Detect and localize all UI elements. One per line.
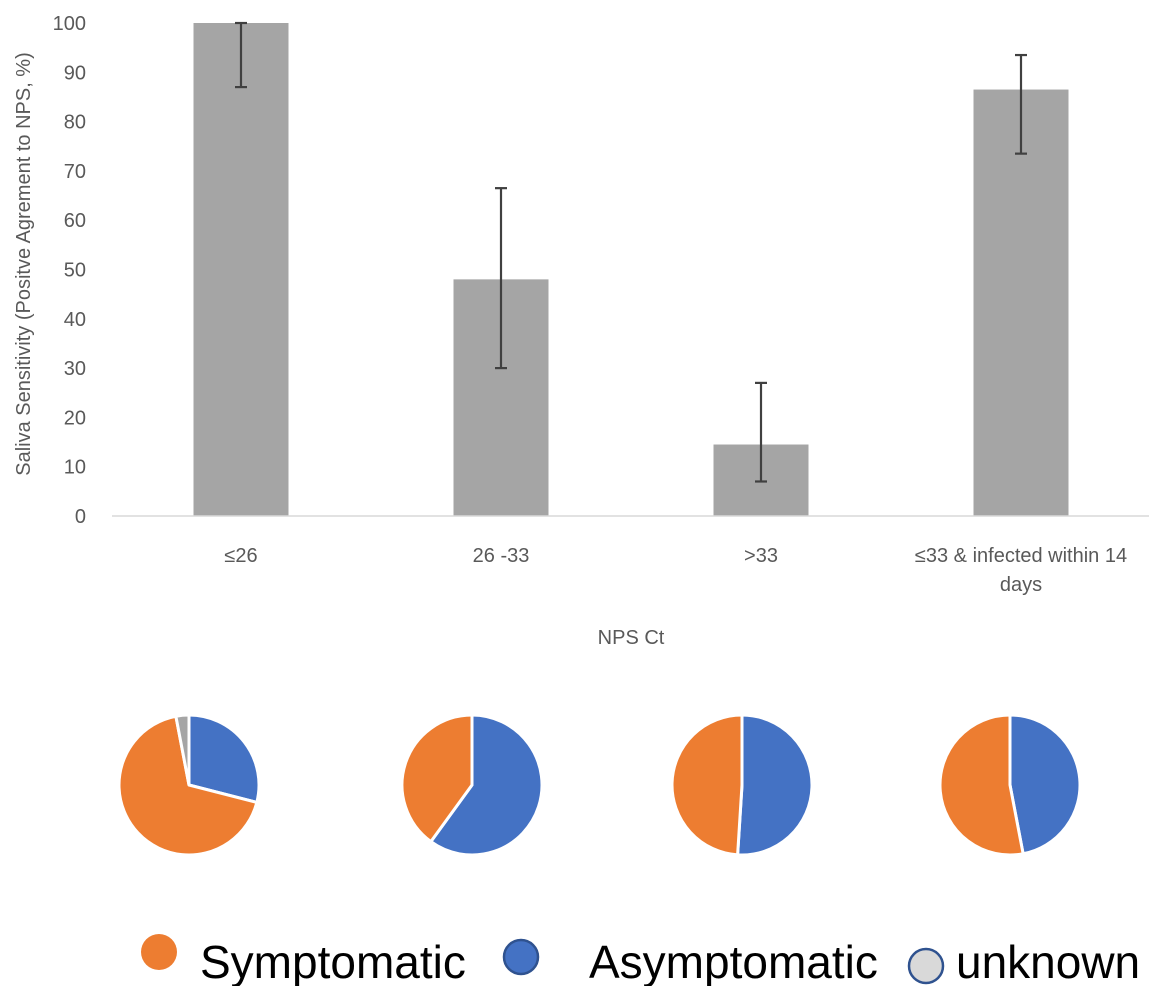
bar-chart: 0 10 20 30 40 50 60 70 80 90 100 ≤26 26 -33 >33 ≤33 &… — [13, 13, 1149, 649]
pie-slice-asymptomatic — [736, 713, 814, 857]
x-tick-label: ≤33 & infected within 14 days — [915, 545, 1127, 596]
pie — [400, 713, 544, 857]
pie-slice-symptomatic — [400, 713, 474, 844]
legend-swatch-symptomatic — [141, 934, 177, 970]
bar — [973, 89, 1069, 517]
x-axis-title: NPS Ct — [598, 627, 665, 649]
pie-slice-asymptomatic — [429, 713, 544, 857]
y-tick-label: 100 — [53, 13, 86, 35]
error-bar — [495, 187, 507, 370]
legend-swatch-asymptomatic — [502, 938, 540, 976]
y-axis-title: Saliva Sensitivity (Positve Agrement to … — [13, 52, 35, 476]
pie-slice-unknown — [174, 713, 191, 787]
bar — [193, 23, 289, 516]
legend: Symptomatic Asymptomatic unknown — [141, 934, 1140, 986]
error-bars — [235, 21, 1027, 483]
y-tick-label: 70 — [64, 161, 86, 183]
legend-label-unknown: unknown — [956, 936, 1140, 986]
error-bar — [1015, 53, 1027, 155]
x-tick-label: >33 — [744, 545, 778, 567]
pie-slice-asymptomatic — [1008, 713, 1082, 856]
y-tick-label: 10 — [64, 457, 86, 479]
y-tick-label: 0 — [75, 506, 86, 528]
legend-label-asymptomatic: Asymptomatic — [589, 936, 878, 986]
y-axis-ticks: 0 10 20 30 40 50 60 70 80 90 100 — [53, 13, 86, 528]
x-axis-categories: ≤26 26 -33 >33 ≤33 & infected within 14 days — [224, 545, 1127, 596]
pie-charts — [117, 713, 1082, 857]
pie-slice-asymptomatic — [187, 713, 261, 804]
legend-swatch-unknown — [907, 947, 945, 985]
pie — [117, 713, 261, 857]
legend-label-symptomatic: Symptomatic — [200, 936, 466, 986]
y-tick-label: 90 — [64, 62, 86, 84]
pie — [670, 713, 814, 857]
y-tick-label: 40 — [64, 309, 86, 331]
error-bar — [755, 381, 767, 483]
y-tick-label: 30 — [64, 358, 86, 380]
x-tick-label: ≤26 — [224, 545, 257, 567]
y-tick-label: 60 — [64, 210, 86, 232]
pie — [938, 713, 1082, 857]
y-tick-label: 50 — [64, 260, 86, 282]
pie-slice-symptomatic — [938, 713, 1025, 857]
y-tick-label: 20 — [64, 407, 86, 429]
x-tick-label: 26 -33 — [473, 545, 530, 567]
error-bar — [235, 21, 247, 89]
y-tick-label: 80 — [64, 112, 86, 134]
bars — [193, 23, 1069, 517]
pie-slice-symptomatic — [670, 713, 744, 857]
